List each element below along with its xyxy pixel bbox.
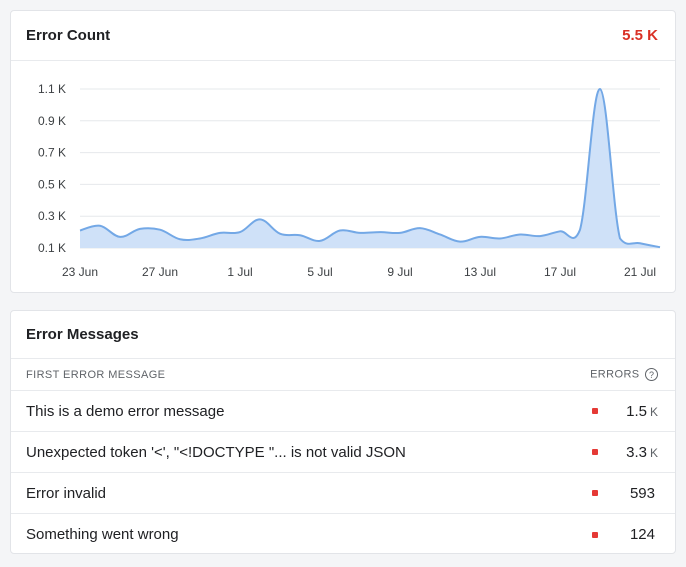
error-count-line	[79, 87, 661, 249]
error-message-text: Unexpected token '<', "<!DOCTYPE "... is…	[26, 443, 406, 461]
y-tick-label: 0.9 K	[38, 114, 66, 128]
error-message-text: Something went wrong	[26, 526, 179, 543]
error-count-chart[interactable]: 0.1 K 0.3 K 0.5 K 0.7 K 0.9 K 1.1 K 23 Jun 27 …	[11, 61, 675, 293]
error-dot-icon	[592, 449, 598, 455]
column-errors-label: ERRORS	[590, 368, 640, 381]
error-messages-column-header: FIRST ERROR MESSAGE ERRORS ?	[11, 359, 675, 391]
column-errors[interactable]: ERRORS ?	[590, 368, 658, 381]
x-tick-label: 17 Jul	[544, 265, 576, 279]
x-tick-label: 27 Jun	[142, 265, 178, 279]
error-messages-title: Error Messages	[26, 326, 139, 343]
error-count-value: 593	[629, 484, 655, 502]
x-tick-label: 21 Jul	[624, 265, 656, 279]
error-count-card: Error Count 5.5 K 0.1 K 0.3 K 0.5 K 0.7 K 0.…	[10, 10, 676, 293]
error-message-text: This is a demo error message	[26, 402, 225, 420]
x-tick-label: 1 Jul	[227, 265, 252, 279]
table-row[interactable]: Unexpected token '<', "<!DOCTYPE "... is…	[11, 432, 675, 473]
chart-grid	[80, 88, 660, 249]
error-count-title: Error Count	[26, 27, 111, 44]
error-messages-card: Error Messages FIRST ERROR MESSAGE ERROR…	[10, 310, 676, 554]
y-tick-label: 0.1 K	[38, 241, 66, 255]
x-tick-label: 9 Jul	[387, 265, 412, 279]
y-tick-label: 1.1 K	[38, 82, 66, 96]
error-dot-icon	[592, 490, 598, 496]
error-count-value: 3.3 K	[626, 443, 658, 461]
table-row[interactable]: Error invalid 593	[11, 473, 675, 514]
error-count-unit: K	[649, 404, 658, 419]
x-tick-label: 5 Jul	[307, 265, 332, 279]
error-count-area	[80, 88, 660, 248]
error-count-value: 124	[629, 526, 655, 543]
table-row[interactable]: Something went wrong 124	[11, 514, 675, 555]
error-messages-list: This is a demo error message 1.5 K Unexpe…	[11, 391, 675, 555]
y-tick-label: 0.3 K	[38, 209, 66, 223]
column-first-error-message[interactable]: FIRST ERROR MESSAGE	[26, 368, 166, 381]
y-tick-label: 0.7 K	[38, 146, 66, 160]
error-dot-icon	[592, 531, 598, 538]
chart-x-axis: 23 Jun 27 Jun 1 Jul 5 Jul 9 Jul 13 Jul 17 Jul 2…	[62, 265, 656, 279]
error-dot-icon	[592, 408, 598, 414]
chart-y-axis: 0.1 K 0.3 K 0.5 K 0.7 K 0.9 K 1.1 K	[38, 82, 66, 255]
x-tick-label: 13 Jul	[464, 265, 496, 279]
error-count-header: Error Count 5.5 K	[11, 11, 675, 61]
table-row[interactable]: This is a demo error message 1.5 K	[11, 391, 675, 432]
error-messages-header: Error Messages	[11, 311, 675, 359]
error-count-unit: K	[649, 445, 658, 460]
error-count-value: 1.5 K	[626, 402, 658, 420]
y-tick-label: 0.5 K	[38, 177, 66, 191]
x-tick-label: 23 Jun	[62, 265, 98, 279]
error-message-text: Error invalid	[26, 484, 107, 502]
help-circle-icon[interactable]: ?	[645, 368, 658, 381]
error-count-total: 5.5 K	[622, 27, 658, 44]
